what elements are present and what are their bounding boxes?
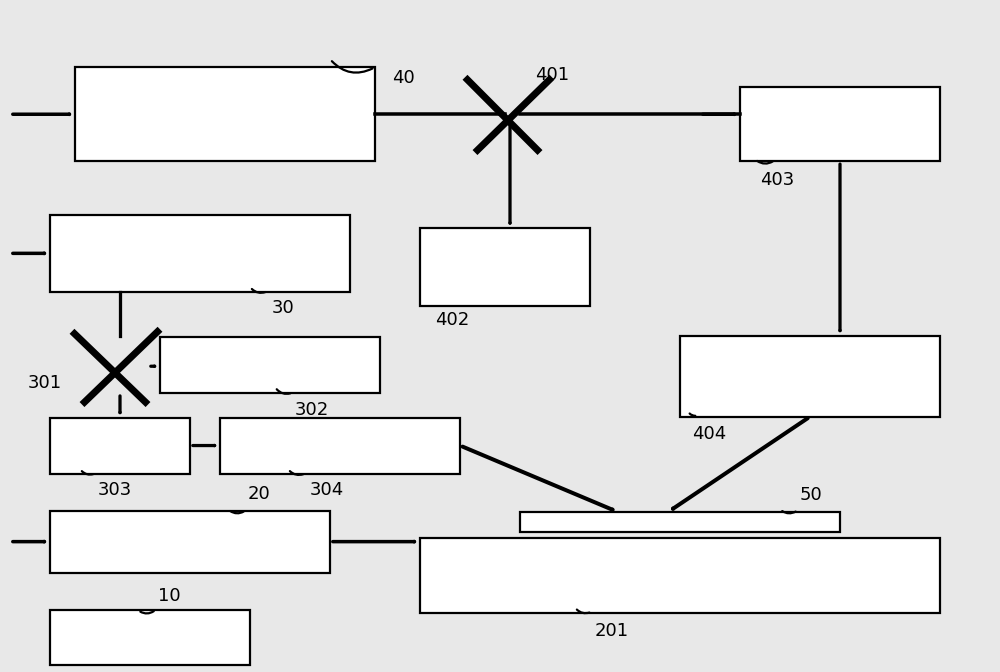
Text: 302: 302: [295, 401, 329, 419]
Bar: [520, 512, 840, 532]
Text: 404: 404: [692, 425, 726, 443]
Text: 403: 403: [760, 171, 794, 190]
Bar: [75, 67, 375, 161]
Text: 402: 402: [435, 311, 469, 329]
Text: 20: 20: [248, 485, 271, 503]
Text: 201: 201: [595, 622, 629, 640]
Bar: [420, 538, 940, 613]
Bar: [50, 215, 350, 292]
Bar: [420, 228, 590, 306]
Text: 30: 30: [272, 299, 295, 317]
Bar: [50, 610, 250, 665]
Bar: [220, 418, 460, 474]
Text: 401: 401: [535, 66, 569, 84]
Text: 304: 304: [310, 481, 344, 499]
Text: 10: 10: [158, 587, 181, 605]
Text: 303: 303: [98, 481, 132, 499]
Text: 50: 50: [800, 486, 823, 504]
Bar: [740, 87, 940, 161]
Bar: [50, 511, 330, 573]
Bar: [160, 337, 380, 393]
Bar: [50, 418, 190, 474]
Text: 301: 301: [28, 374, 62, 392]
Bar: [680, 336, 940, 417]
Text: 40: 40: [392, 69, 415, 87]
